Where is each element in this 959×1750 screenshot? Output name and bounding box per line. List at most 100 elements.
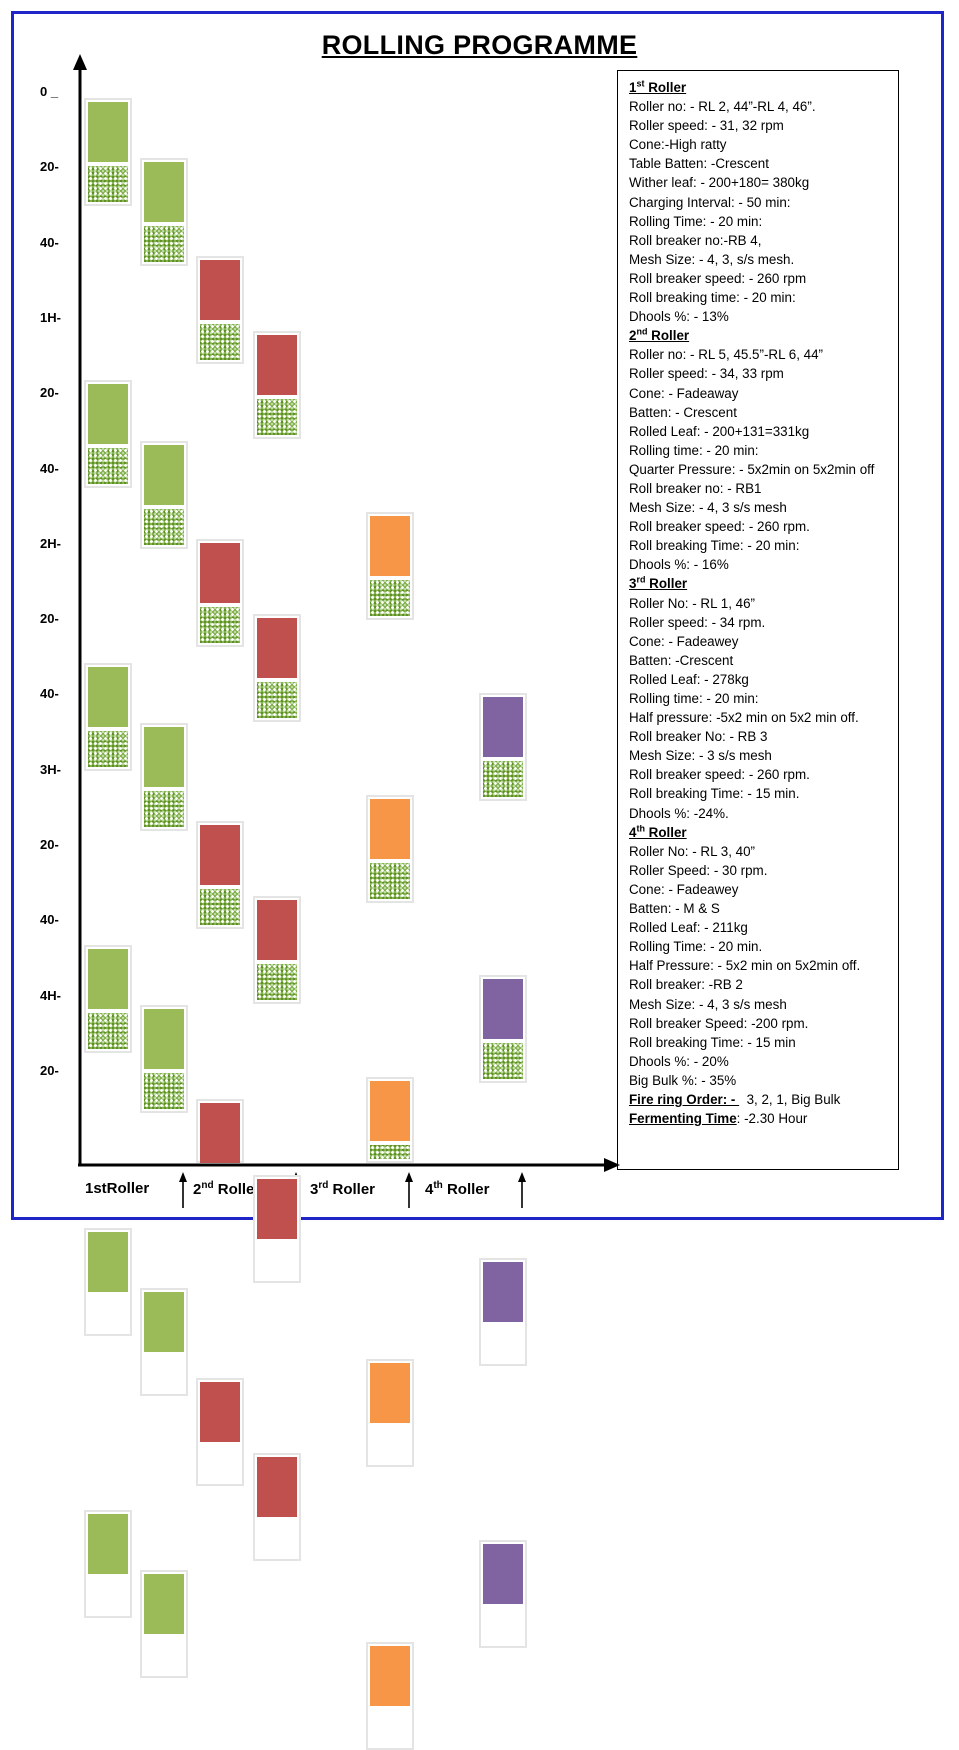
detail-line: Roller speed: - 34 rpm. [629,614,766,630]
roller-4-batch [479,975,527,1084]
detail-line: Roll breaker: -RB 2 [629,977,743,993]
firing-order: Fire ring Order: - 3, 2, 1, Big Bulk [629,1091,841,1107]
roller-4-heading: 4th Roller [629,823,687,840]
roll-breaking-phase [88,1013,128,1050]
roller-3-details: Roller No: - RL 1, 46” Roller speed: - 34… [629,594,898,823]
detail-line: Mesh Size: - 4, 3, s/s mesh. [629,251,795,267]
rolling-phase [370,1363,410,1424]
detail-line: Roll breaker speed: - 260 rpm. [629,767,810,783]
roller-4-details: Roller No: - RL 3, 40” Roller Speed: - 30… [629,842,898,1090]
rolling-phase [88,102,128,162]
detail-line: Dhools %: -24%. [629,805,729,821]
rolling-phase [144,726,184,787]
roller-1-batch [84,945,132,1054]
detail-line: Roll breaker speed: - 260 rpm. [629,519,810,535]
roller-3-batch [366,1641,414,1750]
roller-1-batch [84,380,132,489]
roller-1-batch [140,1287,188,1396]
roller-2-batch [196,256,244,365]
y-tick-label: 40- [40,912,59,928]
detail-line: Roller Speed: - 30 rpm. [629,862,768,878]
detail-line: Batten: - M & S [629,901,720,917]
rolling-phase [483,979,523,1040]
detail-line: Half Pressure: - 5x2 min on 5x2min off. [629,958,861,974]
x-label-roller-3: 3rd Roller [310,1180,376,1198]
y-tick-label: 40- [40,234,59,250]
roller-1-batch [140,440,188,549]
detail-line: Roller speed: - 34, 33 rpm [629,366,784,382]
rolling-phase [88,666,128,727]
detail-line: Table Batten: -Crescent [629,156,769,172]
roll-breaking-phase [257,681,297,718]
detail-line: Quarter Pressure: - 5x2min on 5x2min off [629,461,875,477]
rolling-phase [370,1080,410,1141]
roller-3-batch [366,512,414,621]
x-axis-marker-4 [518,1172,526,1208]
y-tick-label: 0 _ [40,84,59,99]
detail-line: Batten: - Crescent [629,404,737,420]
y-axis-arrow [73,54,87,70]
rolling-phase [88,1513,128,1574]
roller-2-batch [196,538,244,647]
roller-2-batch [253,613,301,722]
detail-line: Dhools %: - 20% [629,1053,729,1069]
detail-line: Roll breaking Time: - 15 min. [629,786,800,802]
detail-line: Roller No: - RL 1, 46” [629,595,756,611]
roller-1-batch [140,158,188,267]
roller-1-heading: 1st Roller [629,78,687,95]
roller-details-panel: 1st Roller Roller no: - RL 2, 44”-RL 4, … [617,70,899,1170]
rolling-phase [483,1261,523,1322]
detail-line: Rolled Leaf: - 211kg [629,920,748,936]
detail-line: Batten: -Crescent [629,652,734,668]
rolling-phase [200,824,240,885]
roll-breaking-phase [88,730,128,767]
roller-1-batch [84,1227,132,1336]
roll-breaking-phase [144,226,184,263]
x-axis-arrow [604,1158,620,1172]
roller-3-batch [366,794,414,903]
rolling-phase [200,1382,240,1443]
detail-line: Rolling time: - 20 min: [629,691,759,706]
detail-line: Roller no: - RL 5, 45.5”-RL 6, 44” [629,347,824,363]
detail-line: Rolled Leaf: - 200+131=331kg [629,423,810,439]
detail-line: Cone: - Fadeawey [629,881,739,897]
roller-2-batch [196,820,244,929]
rolling-phase [88,384,128,445]
fermenting-time: Fermenting Time: -2.30 Hour [629,1111,808,1127]
detail-line: Roller No: - RL 3, 40” [629,843,756,859]
detail-line: Dhools %: - 13% [629,309,729,325]
roll-breaking-phase [200,888,240,925]
roll-breaking-phase [88,448,128,485]
roll-breaking-phase [88,166,128,202]
rolling-phase [144,1291,184,1352]
roller-4-batch [479,1539,527,1648]
roll-breaking-phase [483,1043,523,1080]
rolling-phase [144,162,184,223]
rolling-phase [144,1009,184,1070]
y-tick-label: 40- [40,686,59,702]
y-tick-label: 20- [40,385,59,401]
rolling-phase [257,335,297,396]
roller-3-heading: 3rd Roller [629,574,688,592]
rolling-phase [200,260,240,321]
roller-1-batch [84,1509,132,1618]
roller-3-batch [366,1076,414,1163]
roller-2-batch [196,1099,244,1163]
y-tick-label: 20- [40,611,59,627]
detail-line: Mesh Size: - 4, 3 s/s mesh [629,500,787,516]
rolling-phase [200,542,240,603]
rolling-phase [257,617,297,678]
detail-line: Cone: - Fadeawey [629,633,739,649]
detail-line: Roll breaking Time: - 20 min: [629,538,800,554]
detail-line: Roller no: - RL 2, 44”-RL 4, 46”. [629,99,816,115]
roll-breaking-phase [257,399,297,436]
roll-breaking-phase [370,862,410,899]
y-tick-label: 2H- [40,535,61,551]
roller-2-details: Roller no: - RL 5, 45.5”-RL 6, 44” Roller… [629,345,898,574]
roll-breaking-phase [200,606,240,643]
detail-line: Wither leaf: - 200+180= 380kg [629,175,810,191]
detail-line: Roll breaker speed: - 260 rpm [629,270,807,286]
rolling-phase [144,444,184,505]
roller-1-details: Roller no: - RL 2, 44”-RL 4, 46”. Roller … [629,97,898,326]
rolling-phase [257,1178,297,1239]
